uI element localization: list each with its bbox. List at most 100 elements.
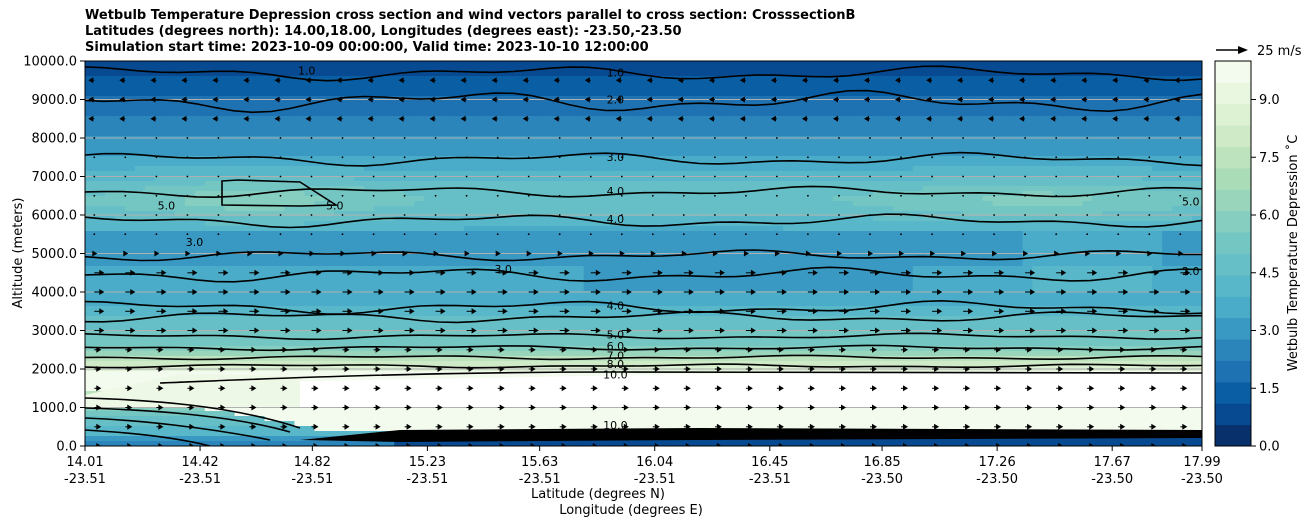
field-cell	[394, 101, 405, 107]
field-cell	[683, 96, 694, 102]
field-cell	[952, 241, 964, 247]
field-cell	[922, 86, 934, 92]
field-cell	[324, 116, 335, 122]
field-cell	[424, 271, 435, 277]
field-cell	[643, 66, 655, 72]
field-cell	[204, 221, 216, 227]
field-cell	[324, 156, 335, 162]
field-cell	[992, 66, 1004, 72]
field-cell	[972, 231, 984, 237]
field-cell	[713, 146, 724, 152]
field-cell	[324, 176, 335, 182]
field-cell	[194, 66, 206, 72]
field-cell	[823, 226, 834, 232]
field-cell	[743, 191, 754, 197]
field-cell	[444, 161, 455, 167]
field-cell	[1162, 196, 1173, 202]
field-cell	[1132, 231, 1143, 237]
field-cell	[563, 156, 575, 162]
field-cell	[1062, 221, 1073, 227]
field-cell	[952, 131, 964, 137]
field-cell	[842, 226, 854, 232]
field-cell	[693, 256, 704, 262]
field-cell	[663, 61, 675, 67]
field-cell	[593, 156, 605, 162]
field-cell	[823, 81, 834, 87]
field-cell	[1162, 226, 1173, 232]
field-cell	[1192, 221, 1202, 227]
field-cell	[553, 156, 565, 162]
field-cell	[733, 151, 744, 157]
field-cell	[743, 211, 754, 217]
field-cell	[114, 141, 126, 147]
field-cell	[583, 246, 595, 252]
field-cell	[1012, 61, 1024, 67]
field-cell	[882, 61, 894, 67]
field-cell	[912, 91, 924, 97]
field-cell	[144, 146, 156, 152]
field-cell	[463, 221, 475, 227]
field-cell	[982, 226, 994, 232]
field-cell	[1042, 211, 1053, 217]
field-cell	[713, 116, 724, 122]
field-cell	[1062, 86, 1073, 92]
field-cell	[623, 71, 635, 77]
field-cell	[244, 156, 256, 162]
field-cell	[922, 61, 934, 67]
field-cell	[593, 166, 605, 172]
field-cell	[603, 206, 615, 212]
field-cell	[224, 86, 236, 92]
field-cell	[633, 161, 645, 167]
field-cell	[483, 146, 495, 152]
field-cell	[563, 66, 575, 72]
field-cell	[1042, 241, 1053, 247]
field-cell	[324, 226, 335, 232]
field-cell	[763, 276, 774, 282]
field-cell	[972, 266, 984, 272]
field-cell	[743, 196, 754, 202]
field-cell	[743, 276, 754, 282]
field-cell	[284, 131, 296, 137]
field-cell	[493, 226, 505, 232]
field-cell	[404, 91, 415, 97]
field-cell	[254, 256, 266, 262]
field-cell	[862, 121, 874, 127]
field-cell	[1172, 156, 1183, 162]
field-cell	[813, 161, 824, 167]
field-cell	[85, 156, 96, 162]
field-cell	[892, 131, 904, 137]
field-cell	[713, 211, 724, 217]
field-cell	[1102, 246, 1113, 252]
field-cell	[214, 176, 226, 182]
field-cell	[872, 86, 884, 92]
field-cell	[902, 201, 914, 207]
field-cell	[922, 136, 934, 142]
field-cell	[862, 136, 874, 142]
field-cell	[1142, 141, 1153, 147]
field-cell	[773, 86, 784, 92]
field-cell	[463, 271, 475, 277]
field-cell	[643, 281, 655, 287]
field-cell	[344, 76, 355, 82]
field-cell	[204, 136, 216, 142]
field-cell	[872, 266, 884, 272]
field-cell	[144, 136, 156, 142]
field-cell	[892, 161, 904, 167]
field-cell	[613, 211, 625, 217]
field-cell	[513, 96, 525, 102]
field-cell	[803, 111, 814, 117]
field-cell	[483, 206, 495, 212]
field-cell	[693, 216, 704, 222]
field-cell	[374, 116, 385, 122]
field-cell	[523, 96, 535, 102]
field-cell	[1082, 176, 1093, 182]
field-cell	[753, 176, 764, 182]
field-cell	[304, 126, 315, 132]
field-cell	[454, 221, 465, 227]
field-cell	[743, 256, 754, 262]
field-cell	[154, 186, 166, 192]
field-cell	[613, 226, 625, 232]
field-cell	[454, 136, 465, 142]
field-cell	[1142, 256, 1153, 262]
field-cell	[892, 91, 904, 97]
